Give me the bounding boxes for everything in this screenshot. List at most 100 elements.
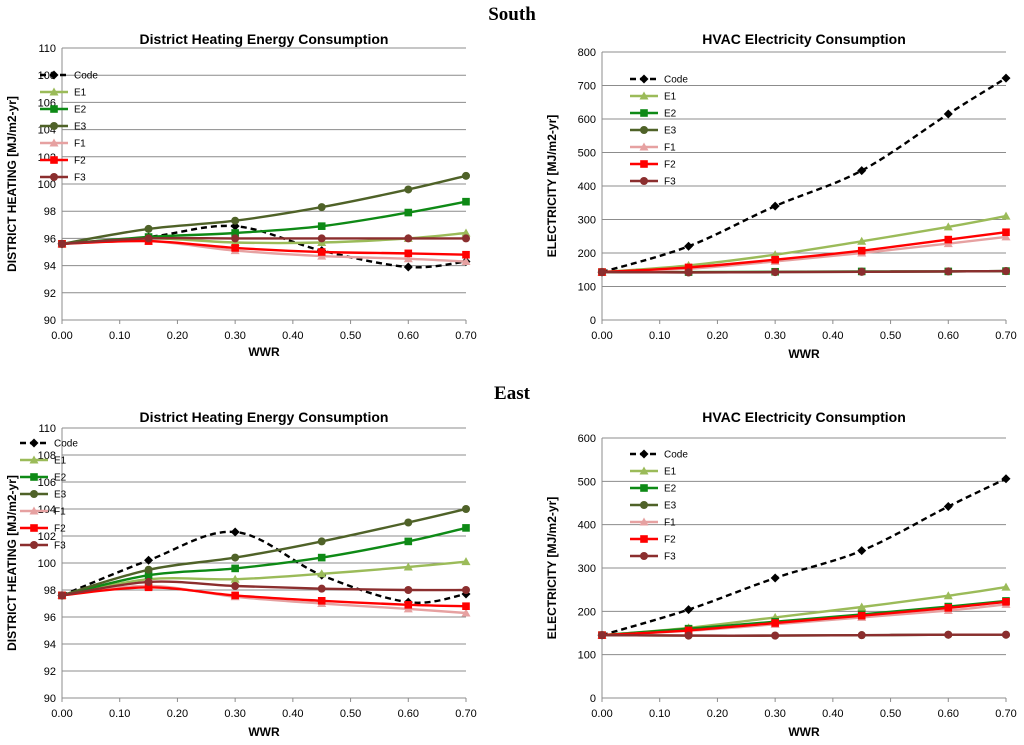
data-point-code — [857, 166, 867, 176]
legend-label-e2: E2 — [664, 484, 677, 495]
data-point-f2 — [462, 250, 470, 259]
data-point-f2 — [462, 602, 470, 610]
x-tick-label: 0.20 — [167, 708, 188, 720]
legend-marker-e2 — [640, 109, 648, 117]
data-point-f1 — [461, 608, 471, 617]
legend-label-e1: E1 — [74, 88, 87, 99]
data-point-f3 — [58, 239, 66, 248]
data-point-e1 — [1001, 582, 1011, 591]
chart-east-district-heating: District Heating Energy Consumption 90 92 9… — [5, 409, 477, 739]
data-point-f1 — [403, 254, 413, 263]
data-point-f3 — [144, 577, 153, 586]
data-point-e2 — [462, 197, 470, 206]
x-tick-label: 0.50 — [340, 330, 361, 342]
legend-label-e1: E1 — [54, 456, 67, 467]
x-tick-label: 0.40 — [282, 330, 303, 342]
data-point-f3 — [462, 586, 470, 594]
x-tick-label: 0.40 — [822, 330, 843, 342]
x-tick-label: 0.20 — [167, 330, 188, 342]
data-point-code — [403, 262, 413, 272]
series-f3 — [598, 267, 1010, 277]
y-tick-label: 600 — [578, 433, 596, 445]
data-point-f3 — [684, 268, 693, 277]
y-axis-label: ELECTRICITY [MJ/m2-yr] — [545, 115, 559, 257]
y-tick-label: 100 — [578, 282, 596, 294]
data-point-f3 — [462, 234, 470, 243]
data-point-e2 — [231, 564, 239, 573]
data-point-f3 — [404, 234, 413, 243]
legend-label-f2: F2 — [664, 535, 676, 546]
x-tick-label: 0.70 — [995, 330, 1016, 342]
data-point-f2 — [231, 244, 239, 252]
y-axis-label: ELECTRICITY [MJ/m2-yr] — [545, 497, 559, 639]
series-f3 — [58, 577, 470, 600]
gridlines — [602, 51, 1006, 321]
data-point-e1 — [943, 222, 953, 231]
legend: Code E1 E2 E3 F1 F2 F3 — [630, 74, 688, 188]
y-tick-label: 94 — [44, 639, 56, 651]
x-tick-label: 0.10 — [649, 330, 670, 342]
data-point-e3 — [231, 553, 240, 562]
x-tick-label: 0.70 — [455, 330, 476, 342]
y-tick-label: 94 — [44, 261, 56, 273]
data-point-code — [684, 241, 694, 251]
data-point-code — [684, 605, 694, 615]
data-point-code — [943, 501, 953, 511]
data-point-e3 — [404, 185, 413, 194]
data-point-f2 — [684, 626, 693, 635]
x-axis-label: WWR — [248, 725, 280, 739]
data-point-f3 — [231, 234, 240, 243]
y-tick-label: 500 — [578, 476, 596, 488]
data-point-f3 — [317, 584, 326, 593]
legend-marker-e1 — [29, 455, 39, 464]
section-title-east: East — [494, 383, 530, 404]
data-point-e3 — [317, 537, 326, 546]
data-point-f2 — [857, 246, 866, 255]
data-point-e3 — [462, 171, 470, 180]
legend-marker-e3 — [30, 490, 38, 498]
data-point-e1 — [943, 591, 953, 600]
y-tick-label: 96 — [44, 612, 56, 624]
legend-label-f3: F3 — [664, 552, 676, 563]
y-tick-label: 300 — [578, 563, 596, 575]
y-tick-label: 102 — [38, 531, 56, 543]
legend-marker-e1 — [639, 466, 649, 475]
legend-marker-f2 — [640, 160, 648, 168]
data-point-e3 — [144, 224, 153, 233]
legend: Code E1 E2 E3 F1 F2 F3 — [20, 438, 78, 552]
x-tick-label: 0.70 — [455, 708, 476, 720]
y-tick-label: 300 — [578, 215, 596, 227]
data-point-f2 — [771, 255, 779, 264]
data-point-e1 — [403, 562, 413, 571]
legend-marker-e3 — [640, 126, 648, 134]
data-point-f2 — [317, 248, 326, 256]
x-tick-label: 0.20 — [707, 330, 728, 342]
legend-marker-f1 — [49, 138, 59, 147]
legend-label-f3: F3 — [664, 177, 676, 188]
data-point-f3 — [144, 234, 153, 243]
legend-marker-f1 — [639, 142, 649, 151]
data-point-e1 — [857, 236, 867, 245]
data-point-f3 — [1002, 267, 1010, 276]
legend-marker-e2 — [640, 484, 648, 492]
legend: Code E1 E2 E3 F1 F2 F3 — [40, 70, 98, 184]
data-point-f2 — [404, 601, 413, 609]
legend-label-e2: E2 — [664, 109, 677, 120]
data-point-f2 — [771, 619, 779, 627]
data-point-f3 — [944, 630, 953, 639]
y-tick-label: 98 — [44, 585, 56, 597]
legend-marker-e3 — [640, 501, 648, 509]
y-tick-label: 110 — [38, 423, 56, 435]
data-point-f2 — [1002, 228, 1010, 237]
legend-marker-f1 — [639, 517, 649, 526]
legend: Code E1 E2 E3 F1 F2 F3 — [630, 449, 688, 563]
y-tick-label: 92 — [44, 288, 56, 300]
data-point-e1 — [461, 228, 471, 237]
data-point-code — [1001, 73, 1011, 83]
data-point-f3 — [684, 631, 693, 640]
data-point-e2 — [404, 537, 413, 546]
legend-label-f1: F1 — [54, 507, 66, 518]
data-point-code — [230, 527, 240, 537]
gridlines — [62, 427, 466, 699]
data-point-e1 — [857, 602, 867, 611]
